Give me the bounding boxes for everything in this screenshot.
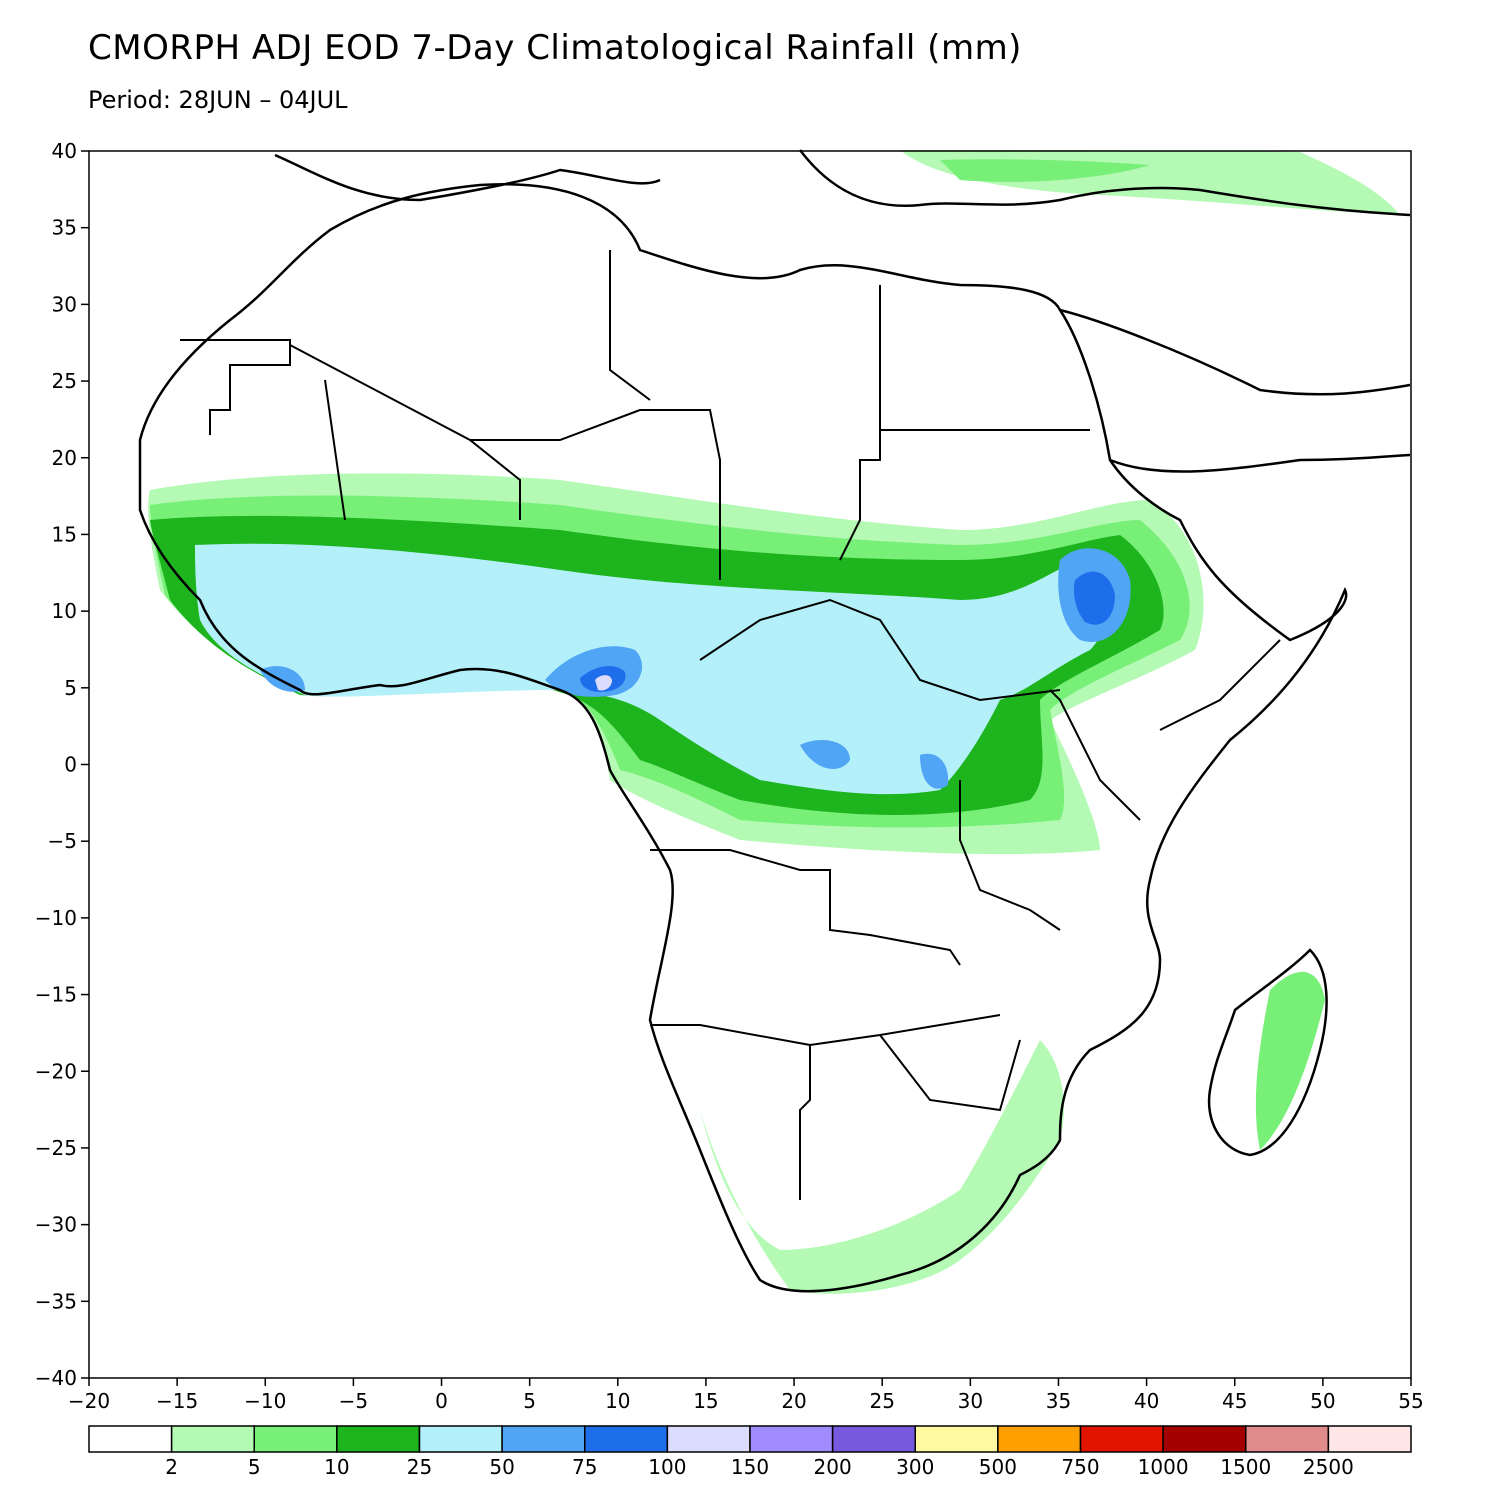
y-tick-label: 40 [52,139,77,163]
legend-label: 500 [979,1455,1017,1479]
legend-swatch [88,1425,173,1453]
x-tick-label: −15 [156,1389,198,1413]
rainfall-shading [148,150,1400,1294]
legend-swatch [253,1425,338,1453]
legend-swatch [1245,1425,1330,1453]
rain-100mm-zone-cameroon [595,675,612,691]
y-tick-label: 20 [52,446,77,470]
x-tick-label: 55 [1398,1389,1423,1413]
x-tick-label: 10 [605,1389,630,1413]
legend-label: 1000 [1138,1455,1189,1479]
legend-label: 25 [407,1455,432,1479]
coastlines [138,149,1411,1293]
rain-5mm-zone-turkey [940,159,1150,182]
y-tick-label: −40 [35,1366,77,1390]
legend-swatch [1327,1425,1412,1453]
x-tick-label: 45 [1222,1389,1247,1413]
y-tick-label: −15 [35,983,77,1007]
y-tick-label: 25 [52,369,77,393]
legend-swatch [170,1425,255,1453]
x-tick-label: 0 [435,1389,448,1413]
legend-label: 5 [248,1455,261,1479]
y-tick-label: −25 [35,1136,77,1160]
rain-2mm-zone-south-africa [700,1040,1064,1294]
legend-swatch [1079,1425,1164,1453]
y-tick-label: 35 [52,216,77,240]
rain-25mm-zone [195,543,1104,795]
y-tick-label: 15 [52,522,77,546]
x-tick-label: −20 [68,1389,110,1413]
x-tick-label: 5 [523,1389,536,1413]
legend-swatch [501,1425,586,1453]
y-tick-label: −20 [35,1059,77,1083]
legend-swatch [336,1425,421,1453]
legend-label: 150 [731,1455,769,1479]
legend-label: 75 [572,1455,597,1479]
y-tick-label: 10 [52,599,77,623]
rain-75mm-zone-ethiopia [1073,571,1115,625]
x-tick-label: −5 [339,1389,368,1413]
legend-swatch [666,1425,751,1453]
x-tick-label: −10 [244,1389,286,1413]
legend-label: 50 [489,1455,514,1479]
x-tick-label: 35 [1046,1389,1071,1413]
legend-swatch [418,1425,503,1453]
y-tick-label: 0 [64,753,77,777]
y-tick-label: −35 [35,1289,77,1313]
x-tick-label: 15 [693,1389,718,1413]
rain-50mm-zone-congo-east [920,753,949,789]
x-tick-label: 30 [958,1389,983,1413]
rain-50mm-zone-congo [800,740,850,769]
y-tick-label: 30 [52,292,77,316]
legend-swatch [831,1425,916,1453]
legend-label: 200 [814,1455,852,1479]
x-tick-label: 20 [781,1389,806,1413]
x-axis: −20 −15 −10 −5 0 5 10 15 20 25 30 35 40 45 50 55 [68,1378,1424,1413]
x-tick-label: 40 [1134,1389,1159,1413]
rain-5mm-zone-madagascar [1255,971,1325,1150]
y-axis: 40 35 30 25 20 15 10 5 0 −5 −10 −15 −20 −25 −30 −35 −40 [35,139,89,1390]
period-subtitle: Period: 28JUN – 04JUL [88,86,348,114]
legend-swatch [997,1425,1082,1453]
legend-label: 1500 [1220,1455,1271,1479]
plot-area [88,149,1412,1379]
color-legend: 2 5 10 25 50 75 100 150 200 300 500 750 1000 1500 2500 [88,1425,1412,1479]
x-tick-label: 25 [869,1389,894,1413]
legend-label: 10 [324,1455,349,1479]
legend-label: 300 [896,1455,934,1479]
y-tick-label: −5 [48,829,77,853]
legend-swatch [1162,1425,1247,1453]
legend-swatch [584,1425,669,1453]
legend-swatch [749,1425,834,1453]
legend-label: 100 [648,1455,686,1479]
legend-swatch [914,1425,999,1453]
y-tick-label: 5 [64,676,77,700]
y-tick-label: −10 [35,906,77,930]
legend-label: 2500 [1303,1455,1354,1479]
rain-50mm-zone-liberia [260,666,305,692]
y-tick-label: −30 [35,1213,77,1237]
x-tick-label: 50 [1310,1389,1335,1413]
legend-label: 750 [1061,1455,1099,1479]
legend-label: 2 [165,1455,178,1479]
map-title: CMORPH ADJ EOD 7-Day Climatological Rain… [88,28,1022,68]
